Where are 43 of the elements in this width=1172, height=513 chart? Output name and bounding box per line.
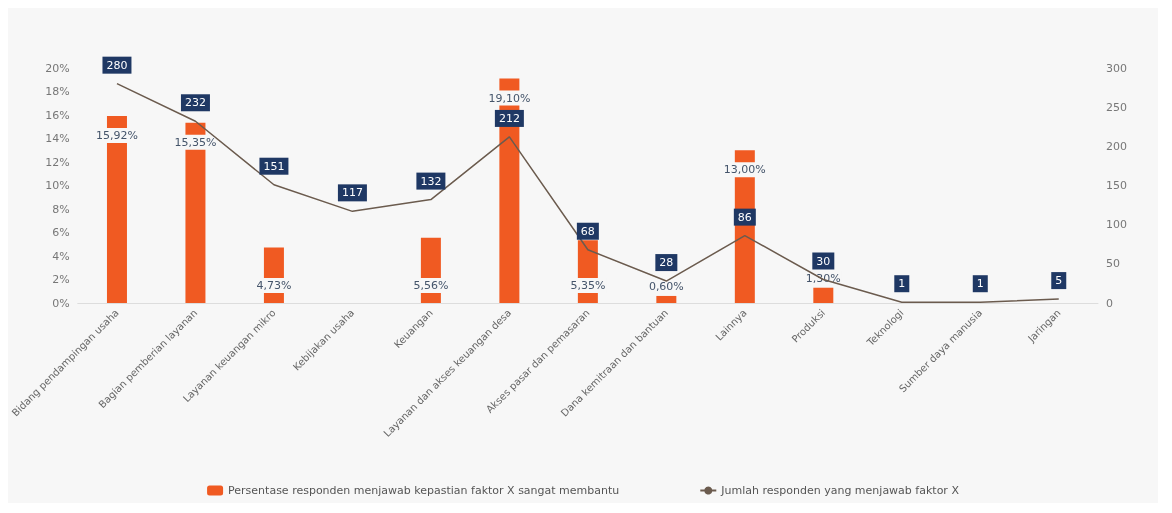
data-label: 86 (737, 210, 752, 224)
y2-tick-label: 100 (1106, 218, 1127, 232)
data-label: 212 (498, 111, 520, 125)
data-label: 15,35% (174, 135, 217, 149)
y-tick-label: 12% (45, 155, 70, 169)
y2-tick-label: 150 (1106, 179, 1127, 192)
y-tick-label: 0% (52, 296, 70, 310)
data-label: 28 (659, 256, 674, 270)
data-label: 5 (1055, 274, 1063, 288)
y2-tick-label: 250 (1106, 100, 1127, 114)
y2-tick-label: 0 (1106, 296, 1113, 310)
y-tick-label: 2% (52, 273, 70, 286)
data-label: 1 (898, 277, 906, 291)
y-tick-label: 14% (45, 132, 70, 145)
data-label: 232 (184, 96, 206, 110)
data-label: 30 (816, 254, 831, 268)
data-label: 5,35% (570, 279, 606, 292)
legend-label: Persentase responden menjawab kepastian faktor X sangat membantu (228, 484, 620, 497)
data-label: 1 (976, 277, 984, 291)
y2-tick-label: 50 (1106, 257, 1120, 271)
data-label: 19,10% (488, 91, 531, 105)
y-tick-label: 18% (45, 85, 70, 98)
data-label: 132 (420, 174, 442, 188)
bar (813, 287, 834, 303)
data-label: 117 (341, 186, 363, 200)
y-tick-label: 4% (52, 249, 70, 263)
data-label: 5,56% (413, 279, 449, 292)
legend-label: Jumlah responden yang menjawab faktor X (720, 484, 960, 497)
y-tick-label: 16% (45, 108, 70, 122)
data-label: 4,73% (256, 279, 292, 292)
y-tick-label: 10% (45, 179, 70, 192)
y-tick-label: 20% (45, 61, 70, 75)
data-label: 15,92% (95, 128, 138, 142)
bar (656, 295, 677, 303)
y2-tick-label: 300 (1106, 61, 1127, 75)
y-tick-label: 6% (52, 226, 70, 239)
data-label: 280 (106, 58, 128, 72)
data-label: 13,00% (723, 163, 766, 177)
data-label: 68 (580, 224, 595, 238)
data-label: 151 (263, 159, 285, 173)
data-label: 0,60% (648, 279, 684, 293)
y-tick-label: 8% (52, 202, 70, 216)
y2-tick-label: 200 (1106, 139, 1127, 153)
